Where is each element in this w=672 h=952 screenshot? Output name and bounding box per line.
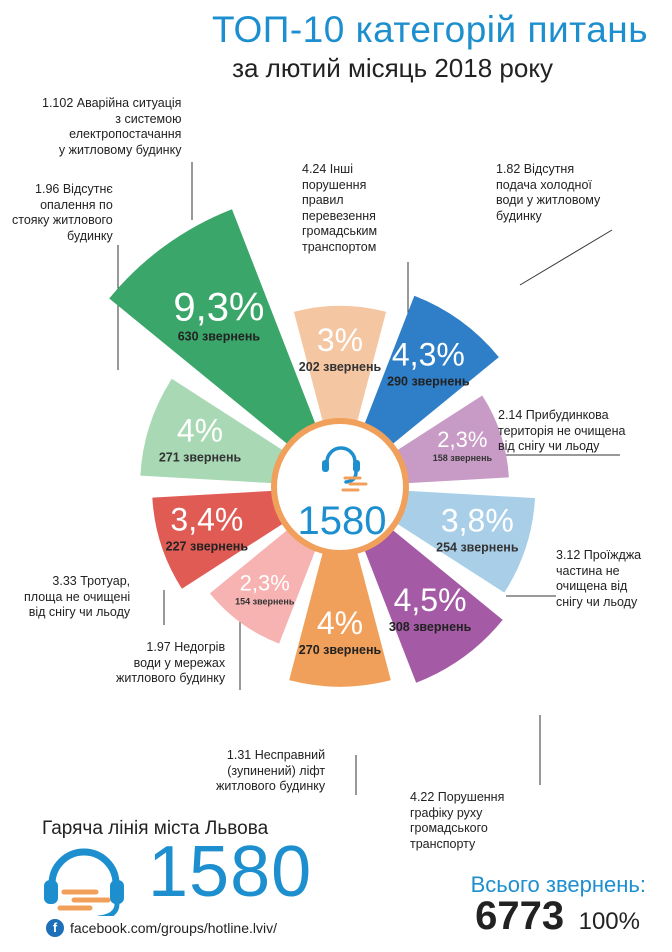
wedge-3.12	[397, 490, 536, 593]
wedge-percent-1.82: 4,3%	[392, 336, 465, 372]
category-label-2.14: 2.14 Прибудинкова територія не очищена в…	[498, 408, 626, 453]
wedge-percent-2.14: 2,3%	[437, 427, 487, 452]
category-label-1.96: 1.96 Відсутнє опалення по стояку житлово…	[12, 182, 113, 243]
wedge-2.14	[397, 395, 509, 484]
total-value: 6773	[475, 894, 565, 938]
label-connectors	[117, 162, 620, 795]
category-label-1.31: 1.31 Несправний (зупинений) ліфт житлово…	[216, 748, 326, 793]
page-title: ТОП-10 категорій питань	[212, 9, 648, 50]
wedge-1.82	[364, 295, 499, 444]
category-label-1.102: 1.102 Аварійна ситуація з системою елект…	[42, 96, 182, 157]
wedge-count-3.33: 227 звернень	[166, 539, 249, 553]
chart-wedges	[109, 209, 536, 687]
wedge-4.24	[293, 305, 387, 422]
footer-hotline-title: Гаряча лінія міста Львова	[42, 818, 269, 839]
footer-hotline-number: 1580	[148, 832, 313, 912]
wedge-percent-3.33: 3,4%	[170, 501, 243, 537]
facebook-icon: f	[46, 919, 64, 937]
wedge-count-2.14: 158 звернень	[433, 453, 493, 463]
wedge-percent-4.22: 4,5%	[394, 582, 467, 618]
category-label-3.33: 3.33 Тротуар, площа не очищені від снігу…	[24, 574, 131, 619]
wedge-count-1.102: 630 звернень	[178, 329, 261, 343]
total-percent: 100%	[578, 908, 640, 935]
wedge-percent-4.24: 3%	[317, 322, 363, 358]
wedge-percent-1.31: 4%	[317, 605, 363, 641]
wedge-count-1.82: 290 звернень	[387, 374, 470, 388]
category-label-4.24: 4.24 Інші порушення правил перевезення г…	[302, 162, 378, 254]
wedge-1.97	[209, 530, 316, 644]
wedge-percent-3.12: 3,8%	[441, 503, 514, 539]
speed-lines-icon	[341, 476, 368, 492]
center-badge: 1580	[271, 418, 409, 556]
total-label: Всього звернень:	[470, 872, 646, 897]
wedge-count-4.24: 202 звернень	[299, 360, 382, 374]
category-label-1.97: 1.97 Недогрів води у мережах житлового б…	[116, 640, 226, 685]
wedge-percent-1.97: 2,3%	[240, 571, 290, 596]
footer-headset-icon	[44, 848, 124, 916]
category-label-3.12: 3.12 Проїжджа частина не очищена від сні…	[556, 548, 642, 609]
total-row: 6773 100%	[0, 894, 640, 939]
wedge-count-1.96: 271 звернень	[159, 451, 242, 465]
wedge-1.96	[140, 378, 283, 484]
facebook-link-text[interactable]: facebook.com/groups/hotline.lviv/	[70, 920, 277, 936]
page-subtitle: за лютий місяць 2018 року	[232, 53, 553, 83]
wedge-1.31	[289, 552, 391, 687]
wedge-percent-1.102: 9,3%	[173, 285, 264, 329]
wedge-4.22	[364, 530, 503, 683]
center-hotline-number: 1580	[298, 499, 387, 543]
wedge-count-1.97: 154 звернень	[235, 597, 295, 607]
wedge-count-3.12: 254 звернень	[436, 541, 519, 555]
wedge-count-4.22: 308 звернень	[389, 620, 472, 634]
wedge-1.102	[109, 209, 316, 444]
wedge-3.33	[152, 490, 283, 589]
connector-1.82	[519, 229, 613, 286]
facebook-link[interactable]: f facebook.com/groups/hotline.lviv/	[46, 919, 277, 937]
category-label-1.82: 1.82 Відсутня подача холодної води у жит…	[496, 162, 601, 223]
wedge-count-1.31: 270 звернень	[299, 643, 382, 657]
wedge-percent-1.96: 4%	[177, 413, 223, 449]
category-label-4.22: 4.22 Порушення графіку руху громадського…	[410, 790, 505, 851]
